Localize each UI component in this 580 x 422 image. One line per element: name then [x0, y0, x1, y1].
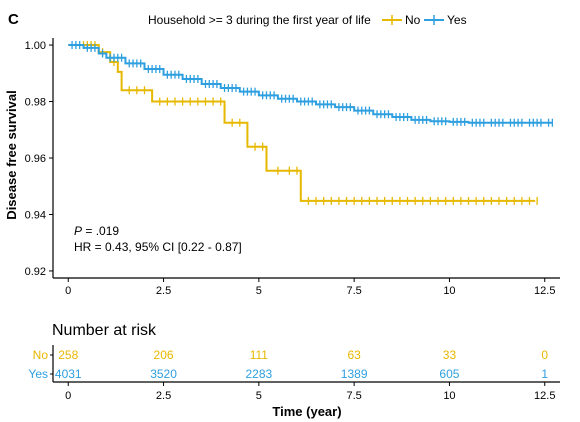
risk-x-tick-label: 12.5: [534, 390, 555, 402]
risk-x-tick-label: 7.5: [347, 390, 362, 402]
legend-no-label: No: [405, 13, 421, 27]
y-tick-label: 1.00: [25, 40, 46, 52]
risk-cell-yes: 605: [439, 367, 459, 381]
survival-line-no: [68, 44, 536, 202]
y-tick-label: 0.92: [25, 266, 46, 278]
legend: Household >= 3 during the first year of …: [148, 13, 467, 27]
legend-yes-label: Yes: [447, 13, 467, 27]
risk-x-ticks: 0 2.5 5 7.5 10 12.5: [65, 382, 555, 402]
p-value: = .019: [82, 224, 119, 238]
risk-x-tick-label: 0: [65, 390, 71, 402]
risk-cell-yes: 1: [541, 367, 548, 381]
panel-label: C: [8, 11, 19, 28]
x-tick-label: 0: [65, 285, 71, 297]
risk-table-title: Number at risk: [52, 322, 157, 339]
survival-line-yes: [68, 44, 553, 124]
y-tick-label: 0.98: [25, 97, 46, 109]
risk-cell-no: 33: [443, 348, 457, 362]
risk-x-tick-label: 5: [256, 390, 262, 402]
p-value-text: P = .019: [74, 224, 119, 238]
y-ticks: 0.92 0.94 0.96 0.98 1.00: [25, 40, 53, 278]
x-tick-label: 10: [443, 285, 455, 297]
risk-cell-yes: 3520: [150, 367, 177, 381]
risk-cell-no: 258: [58, 348, 78, 362]
hr-text: HR = 0.43, 95% CI [0.22 - 0.87]: [74, 240, 242, 254]
legend-item-yes: Yes: [424, 13, 467, 27]
risk-table: Number at risk No 258 206 111 63 33 0 Yes 4031 35…: [28, 322, 560, 419]
legend-title: Household >= 3 during the first year of …: [148, 13, 371, 27]
risk-cell-no: 206: [154, 348, 174, 362]
risk-cell-yes: 1389: [341, 367, 368, 381]
risk-cell-no: 63: [347, 348, 361, 362]
x-tick-label: 12.5: [534, 285, 555, 297]
risk-cells: No 258 206 111 63 33 0 Yes 4031 3520 2283 1389 605 1: [28, 348, 548, 381]
y-axis-title: Disease free survival: [4, 90, 19, 219]
y-tick-label: 0.96: [25, 153, 46, 165]
p-label: P: [74, 224, 82, 238]
plot-area: 0.92 0.94 0.96 0.98 1.00 0 2.5 5 7.5 10 12.5: [25, 38, 560, 297]
x-ticks: 0 2.5 5 7.5 10 12.5: [65, 278, 555, 297]
risk-row-label-no: No: [33, 348, 49, 362]
x-axis-title: Time (year): [272, 404, 341, 419]
risk-x-tick-label: 2.5: [156, 390, 171, 402]
y-tick-label: 0.94: [25, 209, 46, 221]
x-tick-label: 2.5: [156, 285, 171, 297]
risk-row-label-yes: Yes: [28, 367, 48, 381]
risk-cell-no: 111: [250, 348, 269, 362]
risk-x-tick-label: 10: [443, 390, 455, 402]
risk-cell-no: 0: [541, 348, 548, 362]
x-tick-label: 5: [256, 285, 262, 297]
stats-annotation: P = .019 HR = 0.43, 95% CI [0.22 - 0.87]: [74, 224, 242, 254]
survival-curves: [68, 41, 554, 205]
risk-cell-yes: 2283: [245, 367, 272, 381]
legend-item-no: No: [382, 13, 421, 27]
risk-cell-yes: 4031: [55, 367, 82, 381]
x-tick-label: 7.5: [347, 285, 362, 297]
